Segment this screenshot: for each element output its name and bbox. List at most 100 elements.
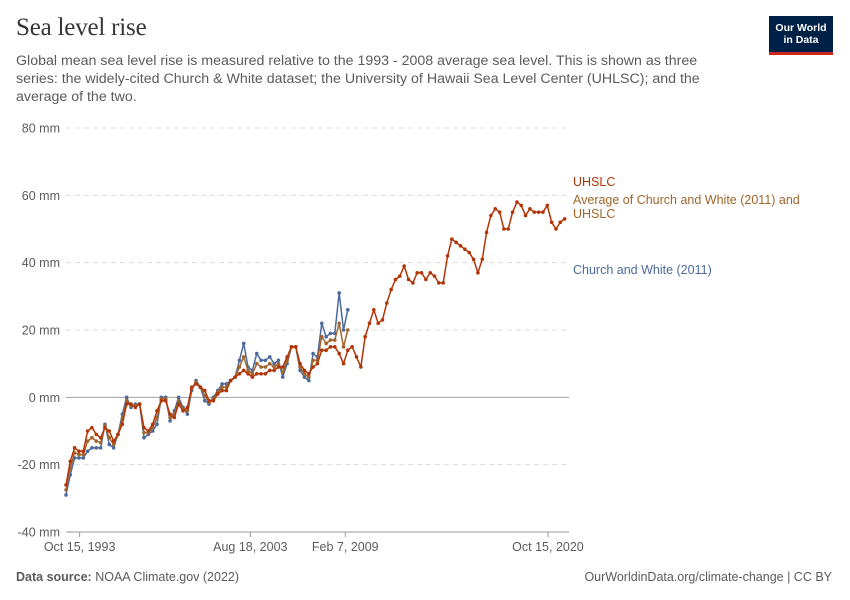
data-point-uhslc <box>319 348 324 353</box>
data-point-uhslc <box>536 210 541 214</box>
data-point-church-white <box>254 351 259 356</box>
x-tick-label: Aug 18, 2003 <box>213 540 287 554</box>
data-point-average <box>241 355 246 359</box>
data-point-uhslc <box>285 355 289 359</box>
data-point-uhslc <box>146 429 151 433</box>
x-tick-label: Feb 7, 2009 <box>312 540 379 554</box>
owid-logo[interactable]: Our World in Data <box>769 16 833 55</box>
data-point-church-white <box>90 446 94 450</box>
data-point-uhslc <box>307 371 311 376</box>
data-point-uhslc <box>428 270 433 275</box>
data-point-average <box>311 358 315 363</box>
data-point-church-white <box>185 412 190 416</box>
data-point-uhslc <box>259 371 263 376</box>
data-point-church-white <box>319 321 324 326</box>
data-point-uhslc <box>233 375 237 379</box>
data-point-average <box>81 452 86 457</box>
data-point-uhslc <box>220 388 224 393</box>
data-point-uhslc <box>224 388 229 393</box>
data-point-church-white <box>259 358 263 363</box>
data-point-uhslc <box>562 217 567 221</box>
data-point-church-white <box>168 419 172 423</box>
data-point-uhslc <box>376 321 380 326</box>
data-point-uhslc <box>528 207 532 211</box>
data-point-uhslc <box>168 412 172 416</box>
data-point-average <box>337 321 341 326</box>
data-point-uhslc <box>359 365 363 369</box>
data-point-uhslc <box>111 439 116 443</box>
data-point-average <box>124 398 129 403</box>
data-point-uhslc <box>85 429 90 433</box>
data-point-uhslc <box>98 435 103 440</box>
data-point-uhslc <box>72 446 77 450</box>
data-point-uhslc <box>337 351 341 356</box>
data-point-average <box>332 338 337 342</box>
data-point-uhslc <box>272 368 276 373</box>
series-line-uhslc <box>65 201 566 486</box>
data-point-uhslc <box>523 213 528 218</box>
data-point-church-white <box>337 291 341 295</box>
data-point-uhslc <box>293 345 298 349</box>
data-point-uhslc <box>424 277 428 282</box>
data-point-uhslc <box>476 270 480 275</box>
data-point-uhslc <box>406 277 411 282</box>
data-point-average <box>324 341 328 346</box>
data-point-uhslc <box>254 371 259 376</box>
data-point-church-white <box>237 358 242 363</box>
data-point-church-white <box>276 358 281 363</box>
data-point-church-white <box>202 398 207 403</box>
data-point-average <box>168 415 172 420</box>
data-point-average <box>220 385 224 390</box>
data-point-church-white <box>107 442 112 447</box>
data-point-church-white <box>142 435 146 440</box>
data-point-uhslc <box>432 274 437 278</box>
data-point-church-white <box>124 395 129 400</box>
data-point-church-white <box>272 361 276 366</box>
data-point-uhslc <box>328 345 333 349</box>
data-point-uhslc <box>90 425 94 430</box>
data-point-uhslc <box>545 203 550 208</box>
data-point-average <box>202 393 207 398</box>
data-point-uhslc <box>176 402 181 406</box>
data-point-uhslc <box>129 402 133 406</box>
data-point-uhslc <box>142 425 146 430</box>
data-point-average <box>259 365 263 369</box>
data-point-uhslc <box>185 405 190 410</box>
data-point-uhslc <box>94 432 99 437</box>
data-point-uhslc <box>298 361 302 366</box>
data-point-church-white <box>81 456 86 460</box>
data-point-church-white <box>328 331 333 336</box>
data-point-church-white <box>150 429 155 433</box>
data-point-uhslc <box>549 220 554 225</box>
data-point-average <box>254 361 259 366</box>
data-point-uhslc <box>276 365 281 369</box>
data-point-average <box>90 435 94 440</box>
data-point-uhslc <box>497 210 502 214</box>
data-source-text[interactable]: NOAA Climate.gov (2022) <box>95 570 240 584</box>
data-point-church-white <box>155 422 159 427</box>
data-point-uhslc <box>81 449 86 454</box>
data-point-uhslc <box>350 345 354 349</box>
data-point-uhslc <box>419 270 424 275</box>
data-point-uhslc <box>450 237 454 241</box>
data-point-uhslc <box>398 274 402 278</box>
data-point-average <box>276 361 281 366</box>
data-point-average <box>176 398 181 403</box>
logo-line-2: in Data <box>783 34 819 46</box>
data-point-uhslc <box>267 368 272 373</box>
data-point-average <box>185 409 190 413</box>
data-point-uhslc <box>515 200 519 204</box>
data-point-uhslc <box>463 247 467 251</box>
credit-link[interactable]: OurWorldinData.org/climate-change | CC B… <box>584 570 832 584</box>
data-point-uhslc <box>202 388 207 393</box>
data-point-uhslc <box>207 398 211 403</box>
data-point-uhslc <box>372 308 376 312</box>
data-point-uhslc <box>250 375 255 379</box>
data-point-uhslc <box>181 409 185 413</box>
data-point-average <box>302 371 307 376</box>
data-point-uhslc <box>437 281 441 285</box>
data-point-average <box>142 430 146 435</box>
data-point-average <box>237 365 242 369</box>
data-point-church-white <box>220 382 224 386</box>
